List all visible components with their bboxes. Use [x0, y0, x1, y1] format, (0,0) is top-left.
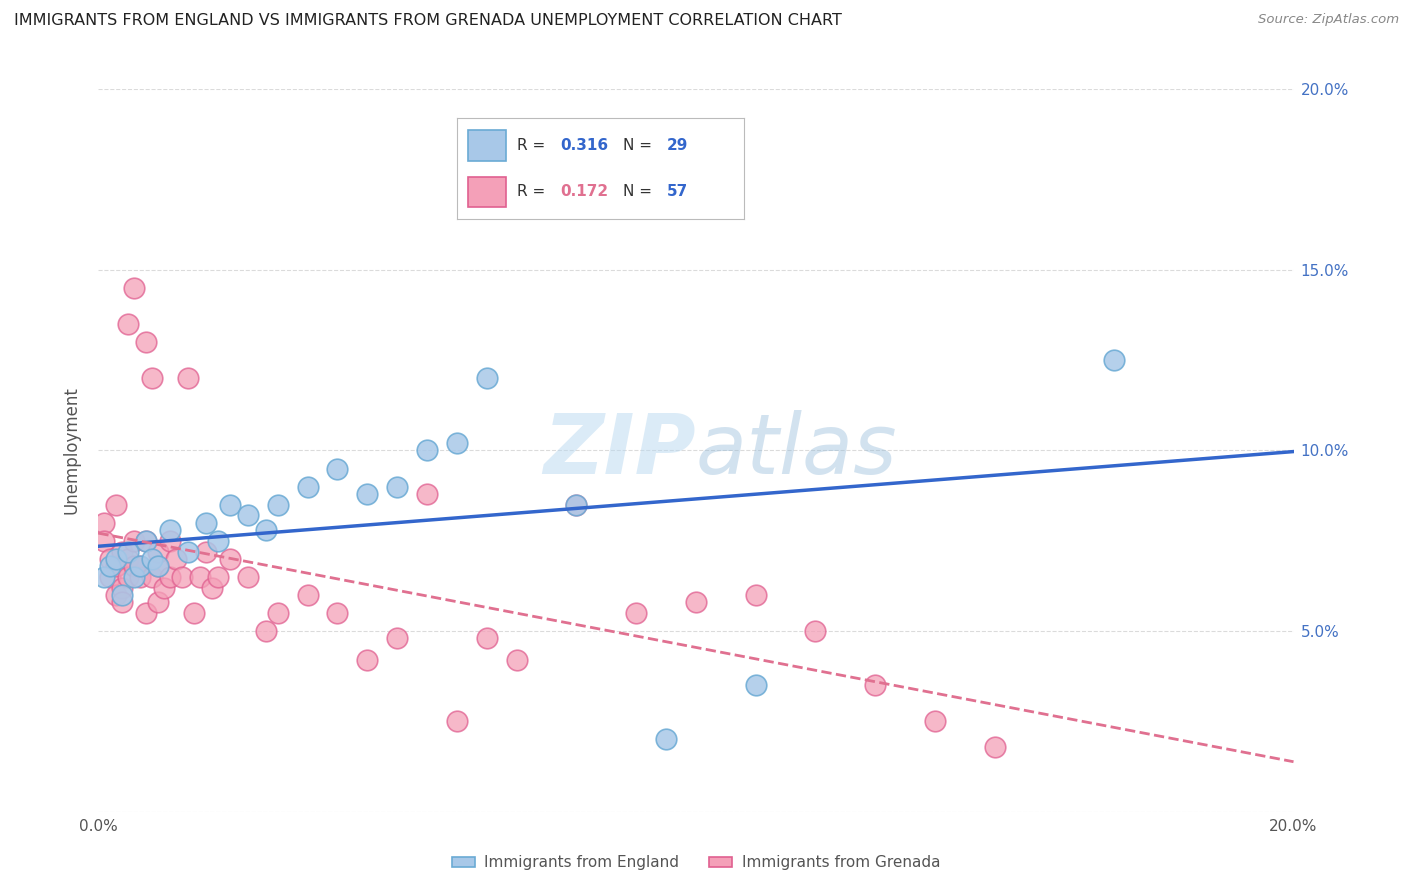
Point: [98, 559, 122, 574]
Point: [183, 606, 205, 620]
Point: [135, 334, 157, 349]
Point: [207, 570, 229, 584]
Point: [105, 551, 128, 566]
Point: [195, 544, 218, 558]
Point: [93, 516, 115, 530]
Point: [129, 559, 152, 574]
Point: [865, 678, 887, 692]
Point: [385, 632, 409, 646]
Point: [446, 436, 468, 450]
Point: [475, 632, 498, 646]
Point: [93, 533, 115, 548]
Point: [124, 559, 146, 574]
Y-axis label: Unemployment: Unemployment: [62, 386, 80, 515]
Point: [117, 570, 139, 584]
Point: [159, 570, 181, 584]
Point: [626, 606, 648, 620]
Point: [655, 732, 678, 747]
Point: [159, 523, 181, 537]
Point: [98, 551, 122, 566]
Point: [267, 498, 290, 512]
Point: [297, 588, 319, 602]
Point: [141, 570, 163, 584]
Point: [685, 595, 707, 609]
Point: [124, 570, 146, 584]
Point: [745, 678, 768, 692]
Point: [984, 739, 1007, 754]
Point: [219, 498, 242, 512]
Point: [177, 544, 200, 558]
Point: [111, 544, 134, 558]
Point: [219, 551, 242, 566]
Point: [124, 281, 146, 295]
Point: [565, 498, 588, 512]
Text: Source: ZipAtlas.com: Source: ZipAtlas.com: [1258, 13, 1399, 27]
Point: [141, 371, 163, 385]
Point: [506, 653, 529, 667]
Point: [98, 570, 122, 584]
Point: [254, 624, 277, 639]
Point: [188, 570, 211, 584]
Point: [93, 570, 115, 584]
Point: [356, 487, 378, 501]
Point: [385, 480, 409, 494]
Point: [236, 508, 259, 523]
Text: ZIP: ZIP: [543, 410, 696, 491]
Point: [356, 653, 378, 667]
Text: IMMIGRANTS FROM ENGLAND VS IMMIGRANTS FROM GRENADA UNEMPLOYMENT CORRELATION CHAR: IMMIGRANTS FROM ENGLAND VS IMMIGRANTS FR…: [14, 13, 842, 29]
Point: [416, 443, 439, 458]
Point: [201, 581, 224, 595]
Point: [135, 533, 157, 548]
Point: [159, 533, 181, 548]
Point: [117, 544, 139, 558]
Point: [135, 533, 157, 548]
Point: [111, 581, 134, 595]
Point: [111, 588, 134, 602]
Point: [141, 551, 163, 566]
Point: [117, 551, 139, 566]
Point: [326, 461, 349, 475]
Point: [1104, 353, 1126, 368]
Point: [105, 559, 128, 574]
Point: [105, 588, 128, 602]
Point: [148, 595, 170, 609]
Point: [565, 498, 588, 512]
Text: atlas: atlas: [696, 410, 897, 491]
Point: [446, 714, 468, 729]
Point: [236, 570, 259, 584]
Point: [117, 317, 139, 331]
Point: [105, 498, 128, 512]
Point: [148, 559, 170, 574]
Point: [924, 714, 946, 729]
Point: [804, 624, 827, 639]
Point: [195, 516, 218, 530]
Point: [153, 581, 176, 595]
Point: [177, 371, 200, 385]
Point: [326, 606, 349, 620]
Point: [416, 487, 439, 501]
Point: [111, 595, 134, 609]
Point: [148, 559, 170, 574]
Point: [254, 523, 277, 537]
Point: [172, 570, 194, 584]
Point: [297, 480, 319, 494]
Point: [475, 371, 498, 385]
Point: [148, 544, 170, 558]
Point: [165, 551, 187, 566]
Point: [129, 570, 152, 584]
Point: [124, 533, 146, 548]
Legend: Immigrants from England, Immigrants from Grenada: Immigrants from England, Immigrants from…: [446, 849, 946, 876]
Point: [267, 606, 290, 620]
Point: [129, 559, 152, 574]
Point: [207, 533, 229, 548]
Point: [745, 588, 768, 602]
Point: [135, 606, 157, 620]
